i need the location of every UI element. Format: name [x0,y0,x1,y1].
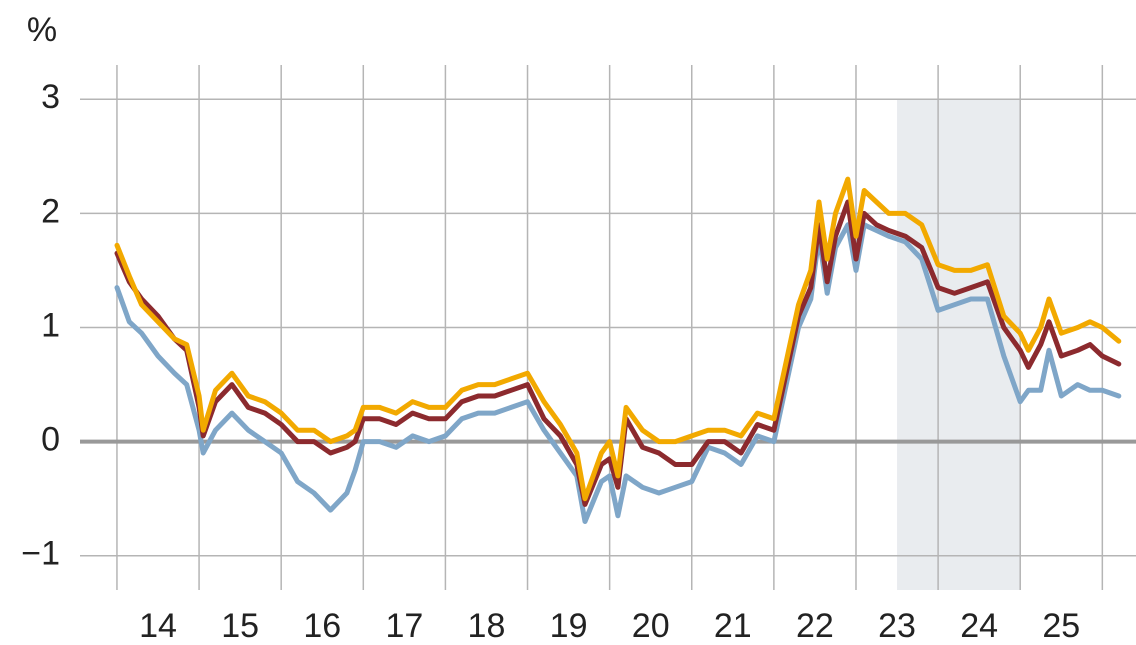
x-tick-label: 17 [385,607,423,645]
y-tick-label: 1 [41,306,60,344]
x-tick-label: 16 [303,607,341,645]
x-tick-label: 19 [550,607,588,645]
y-tick-label: 2 [41,192,60,230]
x-tick-label: 24 [960,607,998,645]
y-axis-label: % [27,11,57,49]
y-tick-label: −1 [21,535,60,573]
line-series [114,176,1122,502]
y-tick-label: 3 [41,78,60,116]
x-tick-label: 22 [796,607,834,645]
y-tick-label: 0 [41,421,60,459]
x-tick-label: 25 [1042,607,1080,645]
x-tick-label: 23 [878,607,916,645]
x-tick-label: 21 [714,607,752,645]
x-tick-label: 18 [468,607,506,645]
line-series [114,222,1122,524]
x-tick-label: 20 [632,607,670,645]
x-tick-label: 15 [221,607,259,645]
x-tick-label: 14 [139,607,177,645]
